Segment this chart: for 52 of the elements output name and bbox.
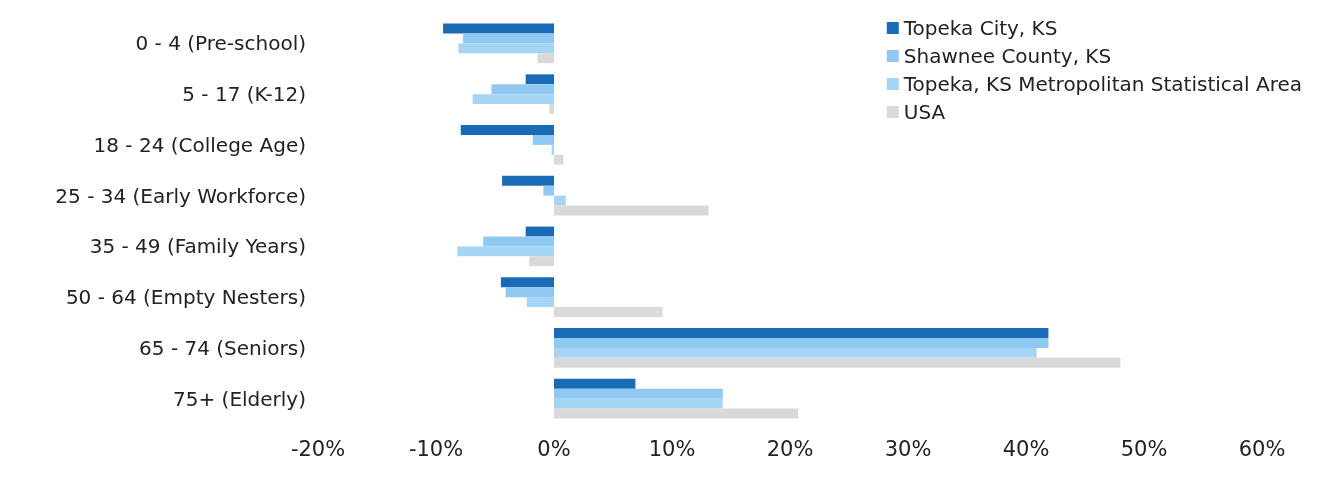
y-tick-label: 25 - 34 (Early Workforce)	[55, 183, 306, 208]
bar	[457, 246, 554, 257]
x-tick-label: 60%	[1238, 436, 1286, 461]
bar	[554, 307, 663, 317]
bar	[554, 357, 1121, 368]
y-tick-label: 65 - 74 (Seniors)	[139, 335, 306, 360]
x-tick-label: 0%	[537, 436, 571, 461]
bar	[554, 154, 564, 165]
bar	[443, 23, 554, 34]
bar	[460, 125, 554, 135]
legend-label: Shawnee County, KS	[903, 44, 1112, 68]
y-tick-label: 50 - 64 (Empty Nesters)	[65, 285, 306, 310]
x-tick-label: 30%	[884, 436, 932, 461]
legend-label: Topeka, KS Metropolitan Statistical Area	[902, 72, 1303, 96]
bar	[543, 185, 554, 196]
bar	[458, 43, 554, 54]
legend-label: USA	[903, 100, 946, 124]
bar	[463, 33, 554, 44]
y-tick-label: 18 - 24 (College Age)	[93, 132, 306, 157]
bar	[472, 94, 554, 105]
bar	[483, 236, 554, 247]
x-tick-label: -10%	[408, 436, 464, 461]
bar	[554, 378, 636, 389]
bar	[554, 337, 1049, 348]
bar	[554, 408, 799, 419]
x-tick-label: 50%	[1120, 436, 1168, 461]
bar	[529, 256, 554, 267]
bar	[502, 175, 554, 186]
bar	[500, 277, 554, 288]
y-tick-label: 75+ (Elderly)	[173, 386, 306, 411]
y-tick-label: 0 - 4 (Pre-school)	[135, 31, 306, 56]
bar	[532, 134, 554, 145]
y-tick-label: 5 - 17 (K-12)	[182, 82, 306, 107]
bar	[537, 53, 554, 64]
x-tick-label: 20%	[766, 436, 814, 461]
bar	[526, 297, 554, 308]
bar	[554, 205, 709, 216]
x-tick-label: -20%	[290, 436, 346, 461]
bar	[549, 104, 554, 114]
bar	[525, 226, 554, 237]
bar	[554, 347, 1037, 358]
bar	[491, 84, 554, 95]
bar	[554, 398, 723, 409]
x-tick-label: 10%	[648, 436, 696, 461]
x-tick-label: 40%	[1002, 436, 1050, 461]
bar	[554, 388, 723, 399]
bar	[554, 328, 1049, 338]
bar	[525, 74, 554, 85]
legend-label: Topeka City, KS	[902, 16, 1058, 40]
bar	[505, 287, 554, 298]
y-tick-label: 35 - 49 (Family Years)	[89, 234, 306, 259]
bar	[554, 195, 566, 206]
